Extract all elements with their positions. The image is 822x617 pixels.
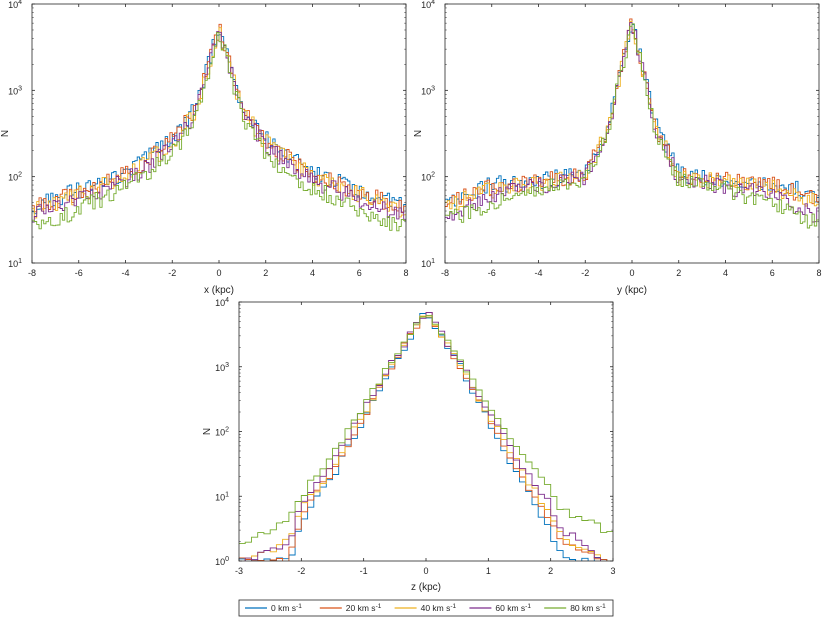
x-tick-label: 0 xyxy=(216,268,221,278)
series-line-1 xyxy=(32,23,406,214)
y-tick-label: 101 xyxy=(215,491,229,502)
y-tick-label: 104 xyxy=(215,297,229,308)
y-axis-label: N xyxy=(413,130,424,137)
x-tick-label: 4 xyxy=(723,268,728,278)
legend-label-exponent: -1 xyxy=(525,603,531,610)
series-line-4 xyxy=(32,32,406,232)
x-tick-label: 6 xyxy=(770,268,775,278)
y-tick-label: 103 xyxy=(215,362,229,373)
x-axis-label: y (kpc) xyxy=(617,285,647,296)
y-tick-exponent: 3 xyxy=(18,85,22,92)
x-tick-label: 6 xyxy=(357,268,362,278)
x-tick-label: -6 xyxy=(488,268,496,278)
x-tick-label: 8 xyxy=(816,268,821,278)
series-layer xyxy=(239,312,613,561)
legend-box xyxy=(238,599,614,617)
y-axis-label: N xyxy=(0,130,11,137)
x-tick-label: 0 xyxy=(629,268,634,278)
y-tick-label: 103 xyxy=(8,85,22,96)
x-ticks: -8 -6 -4 -2 0 2 4 6 8 xyxy=(28,4,409,278)
plot-area xyxy=(32,4,406,263)
y-ticks: 101 102 103 104 xyxy=(421,0,819,269)
series-line-4 xyxy=(239,314,613,545)
y-tick-label: 101 xyxy=(8,258,22,269)
y-tick-exponent: 0 xyxy=(225,556,229,563)
legend-label-exponent: -1 xyxy=(376,603,382,610)
y-tick-exponent: 4 xyxy=(431,0,435,6)
x-tick-label: 4 xyxy=(310,268,315,278)
x-tick-label: -4 xyxy=(121,268,129,278)
y-ticks: 101 102 103 104 xyxy=(8,0,406,269)
x-ticks: -3 -2 -1 0 1 2 3 xyxy=(235,302,616,576)
x-tick-label: -8 xyxy=(28,268,36,278)
series-layer xyxy=(32,23,406,232)
x-tick-label: 2 xyxy=(263,268,268,278)
legend-label-exponent: -1 xyxy=(296,603,302,610)
y-tick-exponent: 2 xyxy=(225,427,229,434)
y-tick-exponent: 4 xyxy=(18,0,22,6)
series-line-3 xyxy=(445,22,819,223)
legend-label-exponent: -1 xyxy=(600,603,606,610)
y-tick-label: 102 xyxy=(215,427,229,438)
y-axis-label: N xyxy=(202,428,213,435)
legend-label: 80 km s-1 xyxy=(570,603,606,613)
y-tick-label: 102 xyxy=(421,172,435,183)
legend-label: 60 km s-1 xyxy=(495,603,531,613)
x-tick-label: 8 xyxy=(403,268,408,278)
y-tick-exponent: 4 xyxy=(225,297,229,304)
y-tick-label: 102 xyxy=(8,172,22,183)
y-tick-exponent: 2 xyxy=(431,172,435,179)
y-tick-label: 101 xyxy=(421,258,435,269)
x-tick-label: 2 xyxy=(676,268,681,278)
y-tick-label: 100 xyxy=(215,556,229,567)
y-tick-exponent: 2 xyxy=(18,172,22,179)
legend: 0 km s-1 20 km s-1 40 km s-1 60 km s-1 80 km… xyxy=(238,599,614,617)
y-tick-exponent: 1 xyxy=(18,258,22,265)
x-ticks: -8 -6 -4 -2 0 2 4 6 8 xyxy=(441,4,822,278)
x-tick-label: 3 xyxy=(610,566,615,576)
panel-y-distribution: -8 -6 -4 -2 0 2 4 6 8 101 102 103 104 y (kpc) N xyxy=(413,0,822,296)
panel-x-distribution: -8 -6 -4 -2 0 2 4 6 8 101 102 103 104 x (kpc) N xyxy=(0,0,409,296)
x-axis-label: z (kpc) xyxy=(411,582,441,593)
x-tick-label: -3 xyxy=(235,566,243,576)
x-tick-label: -8 xyxy=(441,268,449,278)
y-tick-label: 104 xyxy=(8,0,22,10)
y-tick-exponent: 3 xyxy=(431,85,435,92)
legend-label-exponent: -1 xyxy=(450,603,456,610)
x-tick-label: 1 xyxy=(486,566,491,576)
legend-label: 0 km s-1 xyxy=(271,603,302,613)
y-tick-label: 104 xyxy=(421,0,435,10)
legend-label: 40 km s-1 xyxy=(421,603,457,613)
series-line-4 xyxy=(445,23,819,229)
plot-area xyxy=(445,4,819,263)
x-tick-label: -6 xyxy=(75,268,83,278)
x-tick-label: -2 xyxy=(297,566,305,576)
y-tick-exponent: 1 xyxy=(431,258,435,265)
x-tick-label: -2 xyxy=(581,268,589,278)
x-tick-label: -4 xyxy=(534,268,542,278)
x-tick-label: -1 xyxy=(360,566,368,576)
y-tick-exponent: 3 xyxy=(225,362,229,369)
x-axis-label: x (kpc) xyxy=(204,285,234,296)
y-tick-exponent: 1 xyxy=(225,491,229,498)
x-tick-label: -2 xyxy=(168,268,176,278)
y-tick-label: 103 xyxy=(421,85,435,96)
x-tick-label: 2 xyxy=(548,566,553,576)
x-tick-label: 0 xyxy=(423,566,428,576)
series-layer xyxy=(445,18,819,229)
legend-label: 20 km s-1 xyxy=(346,603,382,613)
